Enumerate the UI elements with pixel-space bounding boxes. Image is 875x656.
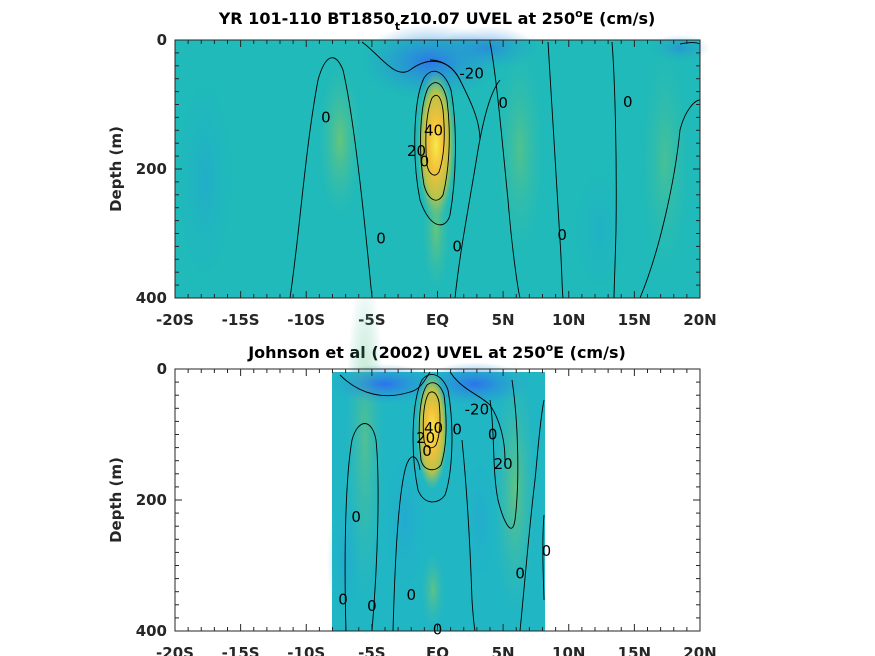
x-tick-label: -15S (222, 644, 260, 656)
contour-label: 0 (321, 108, 331, 126)
x-tick-label: -20S (156, 311, 194, 329)
panel-bottom: Johnson et al (2002) UVEL at 250oE (cm/s… (107, 270, 717, 656)
y-tick-label: 200 (136, 160, 167, 178)
contour-label: 0 (498, 94, 508, 112)
x-tick-label: 15N (618, 644, 651, 656)
x-tick-label: EQ (426, 311, 449, 329)
contour-label: 20 (494, 455, 513, 473)
panel-bottom-title: Johnson et al (2002) UVEL at 250oE (cm/s… (247, 341, 626, 362)
contour-label: 40 (424, 121, 443, 139)
contour-label: 0 (376, 230, 386, 248)
x-tick-label: 20N (683, 644, 716, 656)
y-tick-label: 400 (136, 622, 167, 640)
contour-label: 0 (452, 237, 462, 255)
panel-top: YR 101-110 BT1850tz10.07 UVEL at 250oE (… (107, 7, 717, 329)
panel-bottom-ylabel: Depth (m) (107, 457, 125, 543)
contour-label: 0 (515, 564, 525, 582)
contour-label: 0 (351, 508, 361, 526)
panel-bottom-contours (339, 371, 545, 632)
x-tick-label: -5S (358, 644, 385, 656)
contour-label: 0 (452, 420, 462, 438)
contour-label: 0 (406, 586, 416, 604)
x-tick-label: -10S (287, 644, 325, 656)
contour-label: 20 (416, 429, 435, 447)
y-tick-label: 400 (136, 289, 167, 307)
x-tick-label: 5N (492, 311, 515, 329)
x-tick-label: 10N (552, 311, 585, 329)
panel-top-ylabel: Depth (m) (107, 126, 125, 212)
contour-label: 0 (542, 542, 552, 560)
contour-label: 20 (407, 142, 426, 160)
contour-label: 0 (420, 152, 430, 170)
y-tick-label: 0 (157, 31, 167, 49)
panel-top-field (175, 24, 710, 300)
x-tick-label: -20S (156, 644, 194, 656)
contour-label: -20 (465, 401, 490, 419)
contour-label: 0 (557, 226, 567, 244)
x-tick-label: 10N (552, 644, 585, 656)
contour-label: 0 (338, 591, 348, 609)
y-tick-label: 0 (157, 360, 167, 378)
x-tick-label: -15S (222, 311, 260, 329)
x-tick-label: 5N (492, 644, 515, 656)
panel-top-contours (289, 41, 701, 299)
panel-bottom-field (327, 270, 545, 631)
panel-top-title: YR 101-110 BT1850tz10.07 UVEL at 250oE (… (218, 7, 656, 33)
x-tick-label: EQ (426, 644, 449, 656)
contour-label: 0 (422, 442, 432, 460)
contour-label: 0 (367, 597, 377, 615)
contour-label: 0 (623, 93, 633, 111)
y-tick-label: 200 (136, 491, 167, 509)
contour-label: -20 (459, 65, 484, 83)
x-tick-label: 20N (683, 311, 716, 329)
contour-label: 0 (488, 426, 498, 444)
contour-label: 40 (424, 419, 443, 437)
x-tick-label: -10S (287, 311, 325, 329)
x-tick-label: 15N (618, 311, 651, 329)
